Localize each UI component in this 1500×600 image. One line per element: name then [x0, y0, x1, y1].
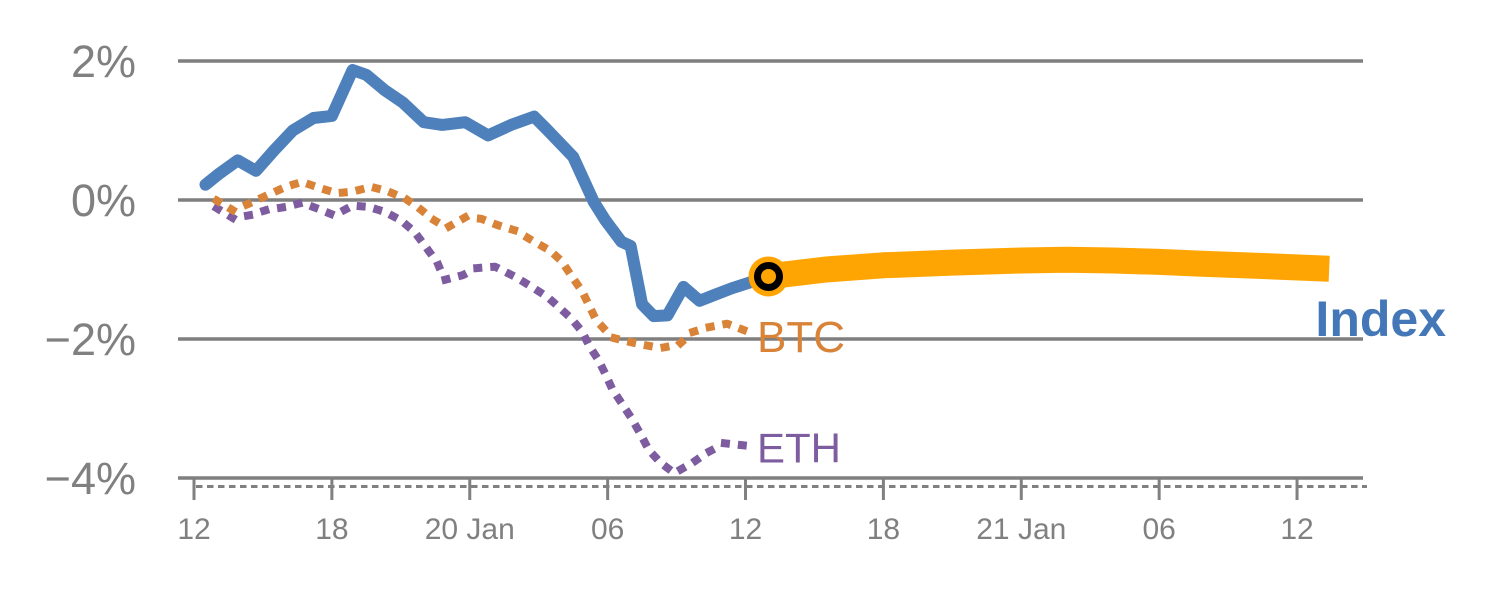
y-tick-label: −2%	[45, 314, 136, 365]
x-tick-label: 18	[315, 513, 348, 546]
x-tick-label: 18	[867, 513, 900, 546]
index-line	[199, 64, 775, 323]
btc-label: BTC	[757, 313, 845, 362]
x-tick-label: 12	[177, 513, 210, 546]
btc-line	[211, 177, 751, 352]
x-tick-label: 06	[1142, 513, 1175, 546]
y-tick-label: 0%	[71, 175, 136, 226]
index-forecast-line	[766, 246, 1330, 290]
x-tick-label: 12	[729, 513, 762, 546]
index-label: Index	[1315, 291, 1446, 347]
x-tick-label: 12	[1280, 513, 1313, 546]
y-tick-label: −4%	[45, 453, 136, 504]
x-tick-label: 21 Jan	[976, 513, 1066, 546]
eth-label: ETH	[757, 425, 841, 472]
x-tick-label: 20 Jan	[425, 513, 515, 546]
y-tick-label: 2%	[71, 36, 136, 87]
eth-line	[211, 198, 748, 478]
x-tick-label: 06	[591, 513, 624, 546]
forecast-start-marker	[754, 261, 783, 291]
